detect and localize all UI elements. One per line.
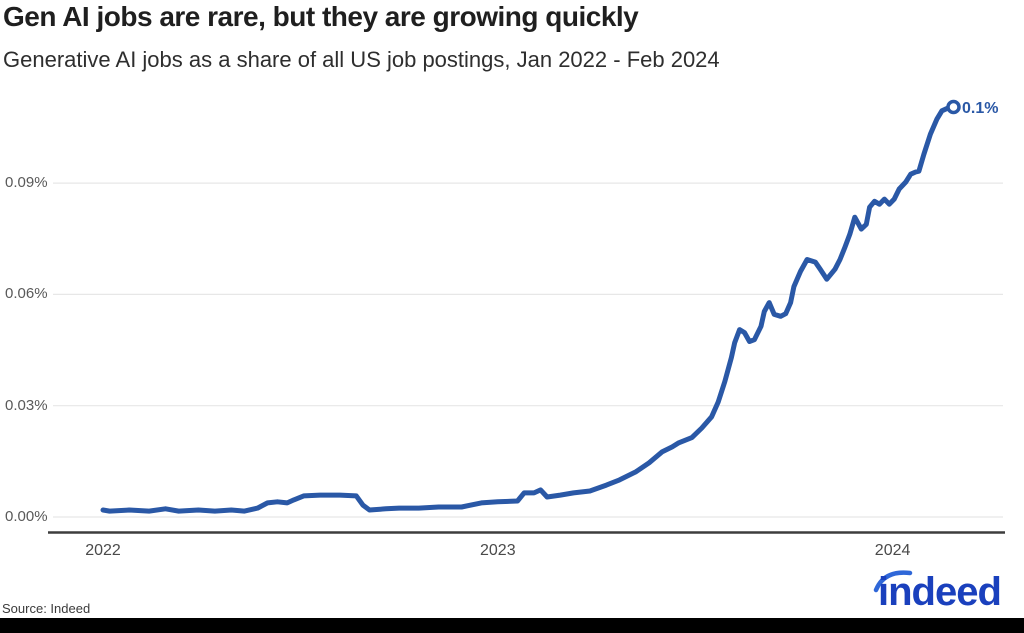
x-tick-label: 2024 <box>874 542 911 559</box>
y-tick-label: 0.03% <box>5 396 48 414</box>
y-tick-label: 0.09% <box>5 174 48 192</box>
genai-share-line <box>100 104 956 514</box>
x-tick-label: 2022 <box>85 542 121 559</box>
chart-title: Gen AI jobs are rare, but they are growi… <box>3 1 639 32</box>
bottom-black-bar <box>0 618 1024 633</box>
indeed-logo: indeed <box>872 568 1012 620</box>
line-end-value-label: 0.1% <box>962 100 999 117</box>
source-text: Source: Indeed <box>2 601 91 616</box>
gridlines <box>53 182 1003 518</box>
y-tick-label: 0.06% <box>5 285 48 303</box>
chart-subtitle: Generative AI jobs as a share of all US … <box>3 47 720 72</box>
indeed-logo-wordmark: indeed <box>878 570 1002 614</box>
x-tick-label: 2023 <box>480 542 516 559</box>
line-end-marker <box>946 99 961 115</box>
indeed-logo-arc-icon <box>873 570 913 593</box>
y-tick-label: 0.00% <box>5 508 48 525</box>
